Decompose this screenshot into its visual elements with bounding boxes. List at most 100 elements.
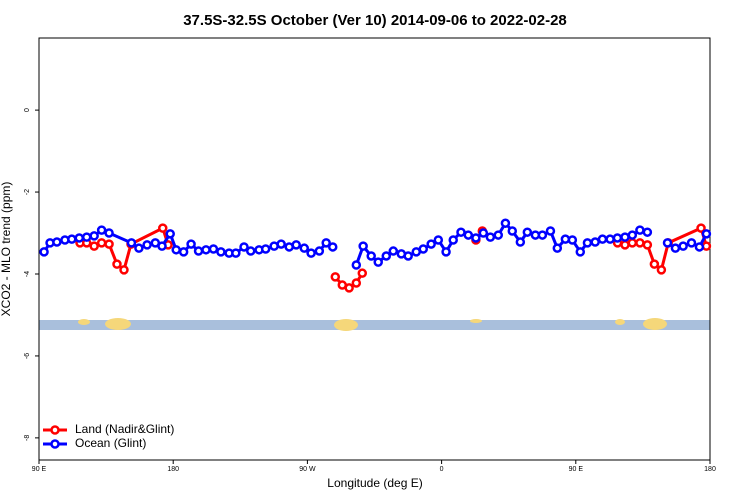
data-point: [81, 232, 92, 242]
data-point: [351, 278, 362, 288]
data-point: [418, 244, 429, 254]
data-point: [590, 237, 600, 247]
data-point: [96, 238, 107, 248]
data-point: [52, 237, 62, 247]
x-axis-label: Longitude (deg E): [327, 476, 422, 490]
chart-title: 37.5S-32.5S October (Ver 10) 2014-09-06 …: [183, 12, 567, 29]
data-point: [208, 244, 219, 254]
data-point: [193, 246, 204, 256]
data-point: [351, 260, 362, 270]
data-point: [678, 241, 688, 251]
data-point: [605, 234, 615, 244]
y-tick-label: -8: [24, 435, 31, 441]
data-point: [186, 239, 196, 249]
data-point: [104, 239, 114, 249]
data-point: [478, 228, 489, 238]
data-point: [381, 251, 392, 261]
data-point: [522, 227, 533, 237]
data-point: [597, 234, 608, 244]
data-point: [456, 227, 466, 237]
data-point: [694, 242, 705, 252]
x-tick-label: 180: [167, 466, 179, 473]
data-point: [321, 238, 331, 248]
data-point: [656, 265, 667, 275]
legend-marker: [50, 439, 60, 449]
data-point: [96, 225, 107, 235]
y-tick-label: -4: [24, 271, 31, 277]
data-point: [366, 251, 376, 261]
data-point: [642, 227, 653, 237]
data-point: [306, 248, 316, 258]
data-point: [239, 242, 249, 252]
data-point: [463, 230, 474, 240]
data-point: [582, 238, 593, 248]
data-point: [291, 240, 301, 250]
data-point: [433, 235, 444, 245]
data-point: [662, 238, 673, 248]
data-point: [500, 218, 511, 228]
y-tick-label: -2: [24, 189, 31, 195]
data-point: [552, 243, 563, 253]
legend-label: Land (Nadir&Glint): [75, 422, 174, 436]
y-axis-label: XCO2 - MLO trend (ppm): [0, 182, 13, 317]
data-point: [327, 242, 338, 252]
data-point: [260, 244, 271, 254]
y-tick-label: 0: [24, 108, 31, 112]
data-point: [537, 230, 548, 240]
data-point: [142, 240, 152, 250]
x-tick-label: 180: [704, 466, 716, 473]
data-point: [670, 243, 681, 253]
data-point: [441, 247, 451, 257]
data-point: [686, 238, 697, 248]
legend-marker: [50, 425, 60, 435]
data-point: [635, 238, 645, 248]
data-point: [158, 223, 168, 233]
data-point: [178, 247, 189, 257]
data-point: [388, 246, 399, 256]
data-point: [216, 247, 226, 257]
data-point: [515, 237, 526, 247]
data-point: [696, 223, 706, 233]
data-point: [357, 268, 368, 278]
data-point: [119, 265, 129, 275]
data-point: [545, 226, 556, 236]
data-point: [649, 259, 660, 269]
data-point: [276, 239, 286, 249]
data-point: [344, 283, 354, 293]
data-point: [299, 243, 310, 253]
data-point: [126, 238, 137, 248]
data-point: [403, 251, 413, 261]
x-tick-label: 90 E: [32, 466, 47, 473]
data-point: [620, 240, 630, 250]
data-point: [89, 241, 99, 251]
legend-label: Ocean (Glint): [75, 436, 146, 450]
data-point: [575, 247, 586, 257]
x-tick-label: 0: [440, 466, 444, 473]
data-point: [245, 246, 256, 256]
data-point: [165, 229, 175, 239]
legend: Land (Nadir&Glint)Ocean (Glint): [43, 422, 174, 450]
data-point: [627, 238, 638, 248]
data-point: [231, 248, 241, 258]
data-point: [493, 230, 504, 240]
y-tick-label: -6: [24, 353, 31, 359]
data-point: [426, 239, 436, 249]
data-point: [567, 235, 578, 245]
data-point: [74, 233, 85, 243]
data-point: [39, 247, 49, 257]
data-point: [627, 230, 638, 240]
data-point: [620, 232, 630, 242]
data-point: [67, 234, 77, 244]
data-point: [507, 226, 518, 236]
data-point: [330, 272, 341, 282]
data-point: [314, 246, 325, 256]
data-point: [112, 259, 122, 269]
data-point: [701, 229, 712, 239]
data-point: [635, 225, 645, 235]
data-point: [157, 241, 167, 251]
data-point: [612, 233, 623, 243]
data-point: [642, 240, 653, 250]
data-point: [373, 257, 383, 267]
